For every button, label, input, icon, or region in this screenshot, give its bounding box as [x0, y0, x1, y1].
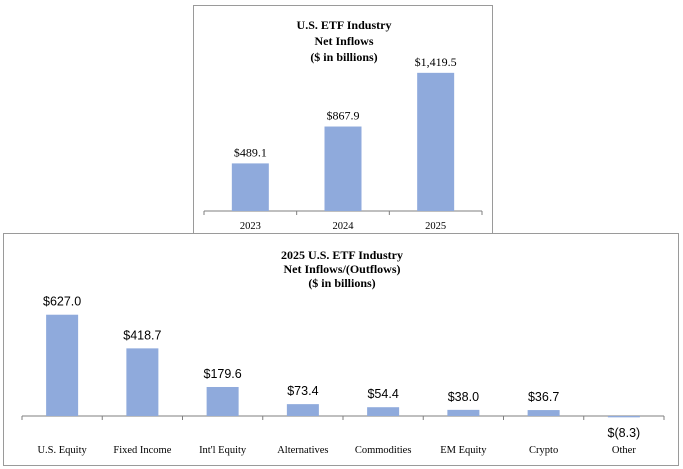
top-chart-data-label-2: $1,419.5 [415, 55, 457, 69]
bottom-chart-x-tick-label-0: U.S. Equity [37, 445, 87, 456]
bottom-chart-bar-1 [126, 348, 159, 416]
bottom-chart-x-tick-label-6: Crypto [529, 445, 558, 456]
top-chart-bar-2 [417, 72, 455, 212]
bottom-chart-data-label-3: $73.4 [287, 384, 318, 398]
top-chart-x-tick-label-0: 2023 [240, 221, 261, 232]
top-chart-x-tick-label-2: 2025 [425, 221, 446, 232]
bottom-chart-title-line-2: Net Inflows/(Outflows) [284, 262, 401, 276]
bottom-chart-data-label-5: $38.0 [448, 390, 479, 404]
bottom-chart-data-label-4: $54.4 [367, 387, 398, 401]
top-chart-title-line-3: ($ in billions) [310, 50, 377, 64]
top-chart-data-label-1: $867.9 [327, 109, 360, 123]
bottom-chart-bar-6 [527, 410, 560, 416]
bottom-chart-bar-4 [367, 407, 400, 416]
top-chart-x-tick-label-1: 2024 [333, 221, 355, 232]
bottom-chart-x-tick-label-7: Other [612, 445, 636, 456]
bottom-chart-data-label-7: $(8.3) [608, 426, 641, 440]
chart-net-inflows-by-year: U.S. ETF Industry Net Inflows ($ in billio… [193, 5, 493, 234]
bottom-chart-x-tick-label-3: Alternatives [277, 445, 328, 456]
top-chart-title-line-2: Net Inflows [315, 34, 374, 48]
bottom-chart-bar-0 [46, 314, 79, 416]
bottom-chart-bar-2 [206, 386, 239, 416]
bottom-chart-x-tick-label-2: Int'l Equity [199, 445, 247, 456]
chart-net-inflows-by-year-svg: U.S. ETF Industry Net Inflows ($ in billio… [203, 18, 483, 232]
top-chart-bar-0 [231, 163, 269, 211]
bottom-chart-x-tick-label-1: Fixed Income [113, 445, 171, 456]
bottom-chart-bar-5 [447, 409, 480, 416]
bottom-chart-data-label-2: $179.6 [204, 367, 242, 381]
bottom-chart-x-tick-label-4: Commodities [355, 445, 412, 456]
bottom-chart-bar-3 [286, 404, 319, 416]
top-chart-title-line-1: U.S. ETF Industry [297, 18, 392, 32]
bottom-chart-data-label-1: $418.7 [123, 328, 161, 342]
top-chart-bar-1 [324, 126, 362, 211]
bottom-chart-title-line-3: ($ in billions) [308, 276, 375, 290]
bottom-chart-data-label-0: $627.0 [43, 295, 81, 309]
chart-2025-net-flows-by-category: 2025 U.S. ETF Industry Net Inflows/(Outfl… [3, 233, 679, 466]
bottom-chart-data-label-6: $36.7 [528, 390, 559, 404]
bottom-chart-x-tick-label-5: EM Equity [440, 445, 487, 456]
bottom-chart-bar-7 [607, 416, 640, 418]
bottom-chart-title-line-1: 2025 U.S. ETF Industry [281, 248, 403, 262]
top-chart-data-label-0: $489.1 [234, 145, 267, 159]
